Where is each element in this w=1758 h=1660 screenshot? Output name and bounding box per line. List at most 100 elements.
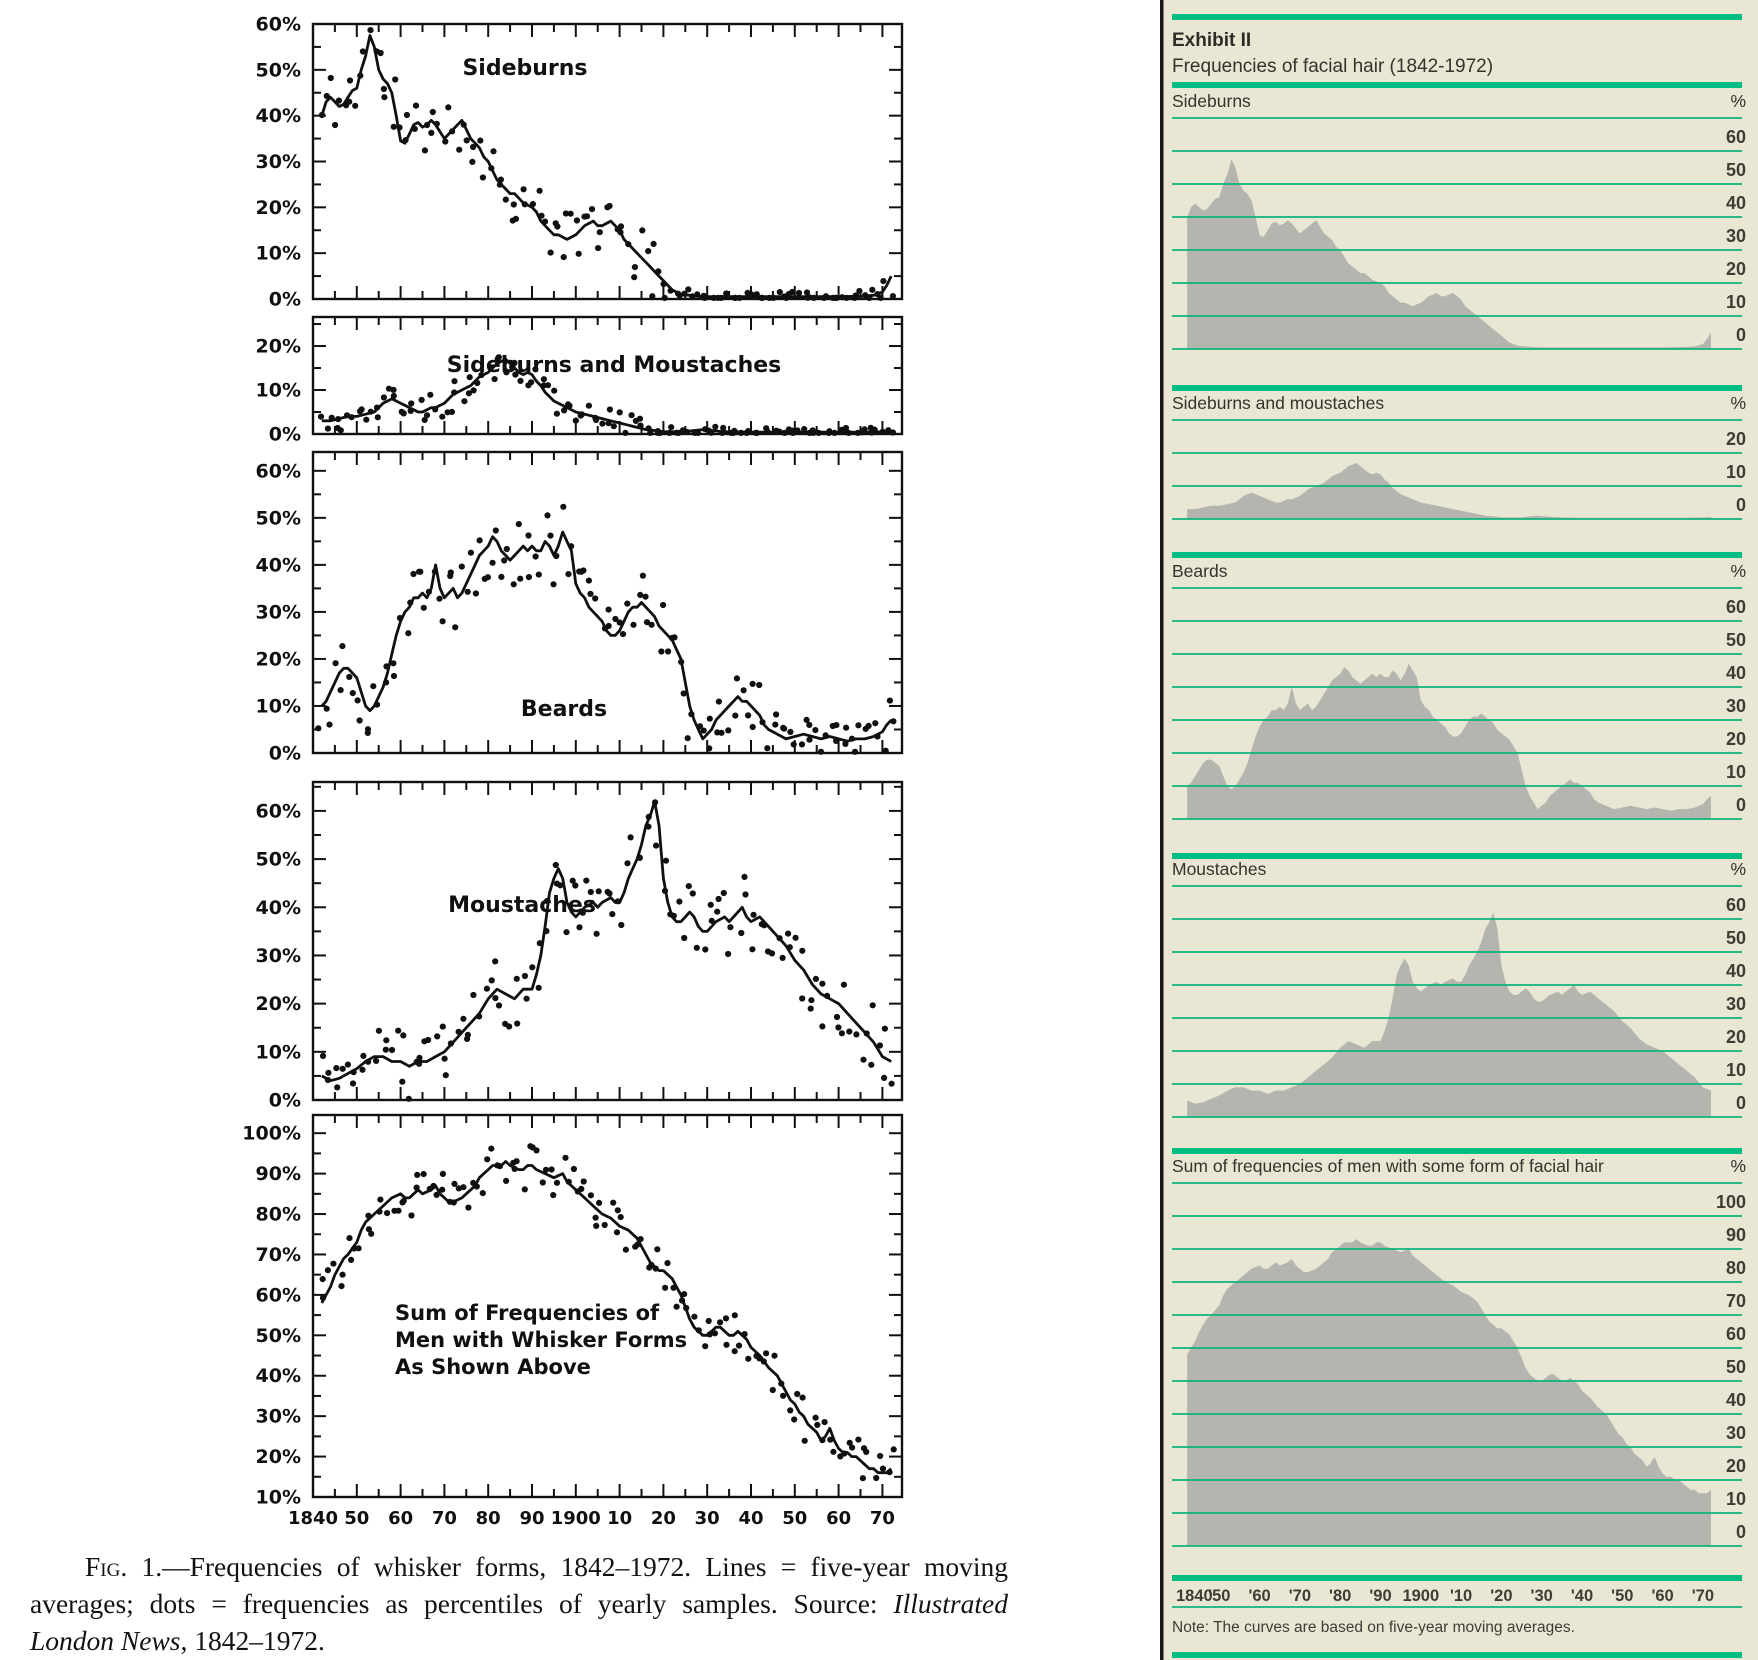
data-dot <box>671 634 678 641</box>
plot-frame <box>311 315 904 436</box>
data-dot <box>852 292 859 299</box>
data-dot <box>838 1030 846 1037</box>
data-dot <box>318 111 326 119</box>
data-dot <box>547 532 554 539</box>
plot-frame <box>311 780 904 1102</box>
panel-title-line: As Shown Above <box>395 1355 591 1379</box>
data-dot <box>785 930 792 937</box>
data-dot <box>781 429 788 436</box>
data-dot <box>359 48 366 55</box>
gridline-value: 40 <box>1726 663 1746 683</box>
data-dot <box>694 429 702 436</box>
data-dot <box>843 294 850 301</box>
data-dot <box>463 137 470 144</box>
green-rule-bar <box>1172 14 1742 20</box>
data-dot <box>400 1032 407 1039</box>
data-dot <box>542 1166 550 1173</box>
data-dot <box>835 1024 842 1031</box>
data-dot <box>541 218 549 225</box>
y-axis-label: 90% <box>256 1163 301 1185</box>
data-dot <box>599 420 606 427</box>
data-dot <box>327 74 334 82</box>
data-dot <box>339 1065 346 1072</box>
data-dot <box>569 877 576 884</box>
y-axis-label: 60% <box>256 1284 301 1306</box>
data-dot <box>761 922 768 929</box>
data-dot <box>484 1156 491 1163</box>
data-dot <box>383 663 390 670</box>
data-dot <box>335 97 342 104</box>
year-label: '50 <box>1611 1587 1633 1605</box>
data-dot <box>368 1230 375 1237</box>
data-dot <box>652 799 659 806</box>
caption-tail: , 1842–1972. <box>180 1625 325 1656</box>
data-dot <box>550 581 557 588</box>
data-dot <box>614 1207 621 1214</box>
data-dot <box>579 909 586 916</box>
data-dot <box>587 1192 595 1199</box>
data-dot <box>472 590 479 597</box>
data-dot <box>889 429 897 436</box>
data-dot <box>510 581 517 588</box>
data-dot <box>399 1078 406 1085</box>
gridline-value: 80 <box>1726 1258 1746 1278</box>
panel-beards: 60% 50% 40% 30% 20% 10% 0% Beards <box>256 450 904 765</box>
data-dot <box>673 1303 680 1310</box>
data-dot <box>738 929 745 937</box>
year-label: '90 <box>1369 1587 1391 1605</box>
data-dot <box>806 736 813 743</box>
data-dot <box>819 1023 826 1030</box>
data-dot <box>428 129 435 136</box>
data-dot <box>460 1184 467 1191</box>
page-edge-line <box>1160 0 1164 1660</box>
gridline-value: 10 <box>1726 292 1746 312</box>
data-dot <box>861 426 868 433</box>
data-dot <box>410 570 417 578</box>
data-dot <box>390 392 397 400</box>
data-dot <box>377 1196 384 1203</box>
data-dot <box>352 102 359 109</box>
data-dot <box>364 726 372 733</box>
data-dot <box>706 745 713 752</box>
data-dot <box>792 934 799 941</box>
data-dot <box>380 85 387 93</box>
data-dot <box>665 648 672 655</box>
data-dot <box>808 997 815 1004</box>
data-dot <box>513 1158 520 1165</box>
data-dot <box>575 250 582 257</box>
data-dot <box>670 912 677 919</box>
data-dot <box>631 264 639 271</box>
y-axis-label: 30% <box>256 1406 301 1428</box>
x-axis-label: 60 <box>826 1508 851 1529</box>
data-dot <box>533 1147 540 1154</box>
data-dot <box>464 1031 471 1038</box>
footnote: Note: The curves are based on five-year … <box>1172 1619 1575 1636</box>
data-dot <box>654 1246 661 1253</box>
data-dot <box>384 1210 391 1217</box>
gridline-value: 0 <box>1736 1093 1746 1113</box>
data-dot <box>544 512 551 519</box>
data-dot <box>664 1260 671 1267</box>
data-dot <box>420 604 427 611</box>
section-unit: % <box>1730 393 1746 413</box>
data-dot <box>383 1037 390 1044</box>
data-dot <box>776 935 783 942</box>
data-dot <box>661 887 669 895</box>
data-dot <box>476 1013 483 1020</box>
data-dot <box>776 428 783 435</box>
data-dot <box>851 748 859 755</box>
year-label: '70 <box>1692 1587 1714 1605</box>
data-dot <box>616 409 623 416</box>
data-dot <box>532 553 539 560</box>
data-dot <box>681 1291 688 1298</box>
data-dot <box>763 1350 770 1357</box>
data-dot <box>731 427 738 434</box>
data-dot <box>585 577 593 584</box>
gridline-value: 30 <box>1726 696 1746 716</box>
data-dot <box>497 176 504 183</box>
section-unit: % <box>1730 859 1746 879</box>
data-dot <box>421 416 428 423</box>
data-dot <box>525 532 532 539</box>
data-dot <box>879 1465 887 1472</box>
